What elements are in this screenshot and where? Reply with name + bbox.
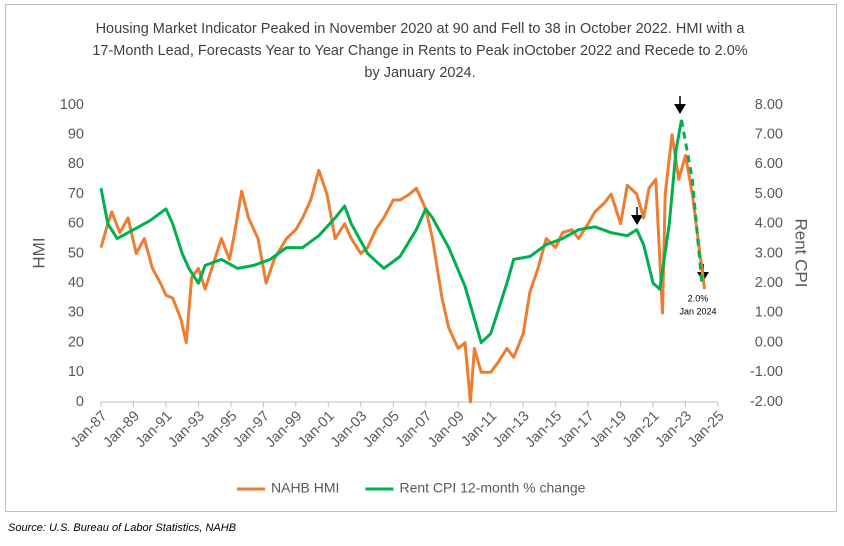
y2-tick-label: 3.00: [755, 245, 783, 261]
y-tick-label: 80: [68, 156, 84, 172]
source-note: Source: U.S. Bureau of Labor Statistics,…: [8, 522, 237, 534]
y2-tick-label: 6.00: [755, 156, 783, 172]
forecast-line: [680, 119, 704, 284]
y-tick-label: 70: [68, 186, 84, 202]
y2-tick-label: -1.00: [750, 364, 783, 380]
y2-tick-label: 0.00: [755, 334, 783, 350]
y2-tick-label: 4.00: [755, 216, 783, 232]
legend-label: Rent CPI 12-month % change: [399, 480, 585, 496]
y-tick-label: 10: [68, 364, 84, 380]
y2-tick-label: 1.00: [755, 305, 783, 321]
arrows: [631, 96, 709, 282]
y-tick-label: 50: [68, 245, 84, 261]
series-line: [99, 119, 683, 345]
y2-tick-label: -2.00: [750, 394, 783, 410]
y-tick-label: 90: [68, 127, 84, 143]
annotation: Jan 2024: [679, 306, 716, 316]
y-tick-label: 30: [68, 305, 84, 321]
y2-tick-label: 5.00: [755, 186, 783, 202]
y2-tick-label: 2.00: [755, 275, 783, 291]
y-tick-label: 20: [68, 334, 84, 350]
y-tick-label: 0: [76, 394, 84, 410]
y-tick-label: 100: [60, 97, 84, 113]
legend-label: NAHB HMI: [271, 480, 339, 496]
x-tick-label: Jan-09: [425, 408, 468, 451]
chart-title: Housing Market Indicator Peaked in Novem…: [92, 21, 748, 81]
y2-tick-label: 8.00: [755, 97, 783, 113]
chart-frame: [5, 4, 837, 512]
y-axis-title: HMI: [29, 237, 48, 268]
y-tick-label: 60: [68, 216, 84, 232]
y2-axis-title: Rent CPI: [792, 219, 811, 288]
y2-tick-label: 7.00: [755, 127, 783, 143]
series-line: [99, 133, 706, 404]
annotation: 2.0%: [688, 293, 709, 303]
x-tick-label: Jan-25: [685, 408, 728, 451]
y-tick-label: 40: [68, 275, 84, 291]
